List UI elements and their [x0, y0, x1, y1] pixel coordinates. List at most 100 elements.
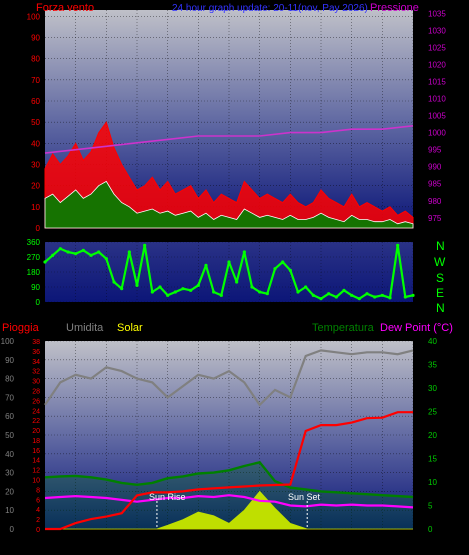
tick-label-wind: 80 [31, 55, 40, 64]
tick-label-humidity: 90 [5, 356, 14, 365]
tick-label-time: 08 [163, 538, 173, 548]
wind-direction-point [112, 280, 116, 284]
humidity-line [44, 349, 414, 407]
tick-label-time: 02 [71, 538, 81, 548]
tick-label-humidity: 100 [1, 337, 15, 346]
solar-area [45, 490, 413, 530]
wind-direction-point [74, 252, 78, 256]
wind-axis-title: Forza vento [36, 2, 94, 14]
rain-line [45, 411, 413, 531]
wind-direction-point [265, 292, 269, 296]
wind-average-area [44, 180, 414, 229]
wind-direction-point [58, 247, 62, 251]
tick-label-time: 18 [316, 538, 326, 548]
tick-label-time: 08 [163, 231, 173, 241]
wind-direction-point [396, 243, 400, 247]
wind-direction-point [219, 293, 223, 297]
tick-label-rain: 16 [32, 448, 40, 455]
tick-label-temperature: 25 [428, 408, 437, 417]
wind-direction-point [319, 297, 323, 301]
tick-label-wind: 10 [31, 203, 40, 212]
grid-lines [45, 10, 414, 530]
tick-label-time: 16 [285, 538, 295, 548]
wind-direction-point [97, 250, 101, 254]
tick-label-time: 22 [377, 538, 387, 548]
wind-direction-point [135, 283, 139, 287]
wind-direction-point [403, 295, 407, 299]
wind-direction-point [334, 295, 338, 299]
wind-direction-point [143, 243, 147, 247]
dir-letter-w: W [434, 255, 446, 269]
tick-label-temperature: 20 [428, 431, 437, 440]
tick-label-temperature: 40 [428, 337, 437, 346]
wind-direction-point [250, 285, 254, 289]
tick-label-time: 22 [377, 231, 387, 241]
sunrise-tick-label: Sun Rise [149, 538, 186, 548]
tick-label-humidity: 80 [5, 375, 14, 384]
tick-label-rain: 32 [32, 369, 40, 376]
tick-label-rain: 38 [32, 339, 40, 346]
tick-label-dir: 360 [27, 238, 41, 247]
legend-rain: Pioggia [2, 322, 40, 334]
wind-direction-point [43, 260, 47, 264]
wind-direction-point [104, 257, 108, 261]
wind-direction-point [304, 285, 308, 289]
tick-label-time: 00 [408, 231, 418, 241]
tick-label-time: 06 [132, 538, 142, 548]
wind-direction-point [311, 293, 315, 297]
tick-label-rain: 26 [32, 398, 40, 405]
tick-label-wind: 50 [31, 118, 40, 127]
tick-label-rain: 8 [36, 487, 40, 494]
tick-label-dir: 180 [27, 268, 41, 277]
wind-direction-point [227, 260, 231, 264]
pressure-line [44, 125, 414, 154]
dir-letter-e: E [436, 286, 444, 300]
tick-label-wind: 70 [31, 76, 40, 85]
legend-humidity: Umidita [66, 322, 104, 334]
wind-direction-point [81, 248, 85, 252]
chart-title: 24 hour graph update: 20-11(nov, Pay 202… [172, 3, 368, 14]
tick-label-rain: 4 [36, 507, 40, 514]
tick-label-time: 10 [193, 231, 203, 241]
tick-label-time: 16 [285, 231, 295, 241]
wind-direction-point [235, 280, 239, 284]
tick-label-pressure: 1030 [428, 26, 446, 35]
wind-direction-point [150, 290, 154, 294]
wind-direction-point [388, 296, 392, 300]
tick-label-temperature: 15 [428, 455, 437, 464]
tick-label-pressure: 990 [428, 163, 442, 172]
legend-dewpoint: Dew Point (°C) [380, 322, 453, 334]
wind-direction-point [204, 263, 208, 267]
tick-label-pressure: 1010 [428, 95, 446, 104]
wind-direction-point [350, 293, 354, 297]
tick-label-time: 14 [255, 538, 265, 548]
wind-direction-point [273, 267, 277, 271]
tick-label-humidity: 0 [10, 525, 15, 534]
tick-label-wind: 60 [31, 97, 40, 106]
tick-label-wind: 20 [31, 182, 40, 191]
tick-label-humidity: 30 [5, 469, 14, 478]
wind-direction-point [196, 283, 200, 287]
tick-label-time: 12 [224, 231, 234, 241]
wind-direction-point [166, 293, 170, 297]
tick-label-pressure: 980 [428, 197, 442, 206]
legend-solar: Solar [117, 322, 143, 334]
wind-direction-point [66, 250, 70, 254]
wind-direction-point [181, 287, 185, 291]
wind-direction-point [51, 253, 55, 257]
tick-label-time: 20 [347, 231, 357, 241]
tick-label-rain: 10 [32, 478, 40, 485]
tick-label-temperature: 0 [428, 525, 433, 534]
wind-direction-point [327, 292, 331, 296]
pressure-axis-title: Pressione [370, 2, 419, 14]
tick-label-temperature: 5 [428, 502, 433, 511]
tick-label-wind: 0 [36, 224, 41, 233]
wind-direction-point [296, 290, 300, 294]
tick-label-pressure: 1035 [428, 9, 446, 18]
wind-direction-point [258, 290, 262, 294]
tick-label-pressure: 1000 [428, 129, 446, 138]
sunset-label: Sun Set [288, 492, 321, 502]
tick-label-pressure: 975 [428, 214, 442, 223]
axis-labels: 0102030405060708090100975980985990995100… [1, 9, 447, 548]
